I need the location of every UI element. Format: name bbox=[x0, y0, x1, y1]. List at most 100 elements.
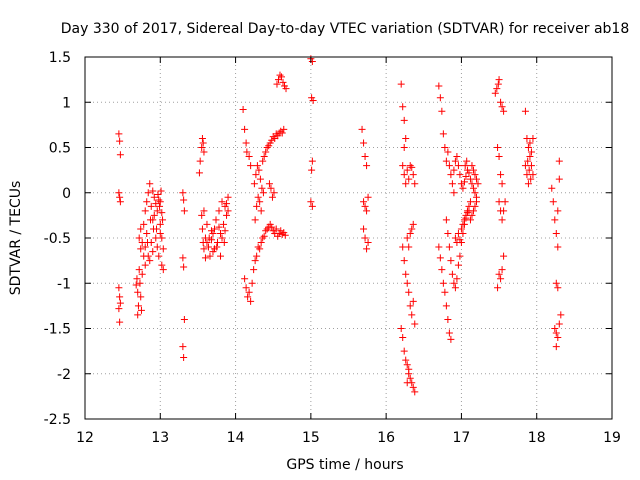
data-point bbox=[471, 189, 479, 197]
data-point bbox=[471, 202, 479, 210]
data-point bbox=[254, 243, 262, 251]
data-point bbox=[250, 266, 258, 274]
data-point bbox=[267, 184, 275, 192]
data-point bbox=[265, 180, 273, 188]
data-point bbox=[260, 153, 268, 161]
data-point bbox=[149, 248, 157, 256]
x-tick-label: 17 bbox=[453, 430, 471, 446]
data-point bbox=[220, 239, 228, 247]
data-point bbox=[445, 162, 453, 170]
data-point bbox=[554, 207, 562, 215]
data-point bbox=[463, 157, 471, 165]
data-point bbox=[133, 275, 141, 283]
data-point bbox=[144, 189, 152, 197]
data-point bbox=[307, 198, 315, 206]
data-point bbox=[217, 229, 225, 237]
data-point bbox=[454, 162, 462, 170]
data-point bbox=[308, 166, 316, 174]
data-point bbox=[435, 82, 443, 90]
data-point bbox=[402, 356, 410, 364]
data-point bbox=[199, 139, 207, 147]
data-point bbox=[309, 96, 317, 104]
y-tick-label: -1 bbox=[57, 276, 71, 292]
data-point bbox=[491, 89, 499, 97]
data-point bbox=[494, 80, 502, 88]
data-point bbox=[554, 284, 562, 292]
data-point bbox=[135, 234, 143, 242]
data-point bbox=[180, 207, 188, 215]
data-point bbox=[158, 261, 166, 269]
data-point bbox=[495, 76, 503, 84]
data-point bbox=[156, 202, 164, 210]
data-point bbox=[152, 234, 160, 242]
data-point bbox=[471, 171, 479, 179]
x-axis-label: GPS time / hours bbox=[286, 457, 403, 473]
x-tick-label: 18 bbox=[528, 430, 546, 446]
data-point bbox=[156, 198, 164, 206]
data-point bbox=[196, 157, 204, 165]
data-point bbox=[153, 207, 161, 215]
chart-title: Day 330 of 2017, Sidereal Day-to-day VTE… bbox=[61, 21, 630, 37]
data-point bbox=[137, 293, 145, 301]
data-point bbox=[497, 98, 505, 106]
data-point bbox=[146, 216, 154, 224]
data-point bbox=[268, 136, 276, 144]
data-point bbox=[280, 125, 288, 133]
data-point bbox=[205, 234, 213, 242]
data-point bbox=[555, 320, 563, 328]
data-point bbox=[143, 229, 151, 237]
data-point bbox=[207, 227, 215, 235]
data-point bbox=[218, 234, 226, 242]
data-point bbox=[555, 175, 563, 183]
data-point bbox=[195, 169, 203, 177]
data-point bbox=[497, 275, 505, 283]
data-point bbox=[498, 216, 506, 224]
data-point bbox=[472, 175, 480, 183]
data-point bbox=[134, 311, 142, 319]
data-point bbox=[218, 198, 226, 206]
data-point bbox=[465, 169, 473, 177]
data-point bbox=[250, 180, 258, 188]
data-point bbox=[469, 207, 477, 215]
data-point bbox=[200, 148, 208, 156]
data-point bbox=[224, 207, 232, 215]
data-point bbox=[456, 171, 464, 179]
data-point bbox=[257, 207, 265, 215]
data-point bbox=[253, 252, 261, 260]
data-point bbox=[469, 166, 477, 174]
data-point bbox=[143, 198, 151, 206]
data-point bbox=[411, 180, 419, 188]
data-point bbox=[409, 297, 417, 305]
data-point bbox=[363, 245, 371, 253]
data-point bbox=[448, 180, 456, 188]
data-point bbox=[468, 211, 476, 219]
data-point bbox=[258, 184, 266, 192]
data-point bbox=[557, 311, 565, 319]
data-point bbox=[450, 166, 458, 174]
data-point bbox=[153, 243, 161, 251]
data-point bbox=[549, 198, 557, 206]
data-point bbox=[263, 225, 271, 233]
y-tick-label: -2 bbox=[57, 367, 71, 383]
data-point bbox=[223, 200, 231, 208]
y-tick-label: -1.5 bbox=[44, 322, 71, 338]
data-point bbox=[248, 279, 256, 287]
data-point bbox=[134, 302, 142, 310]
data-point bbox=[132, 281, 140, 289]
data-point bbox=[256, 198, 264, 206]
data-point bbox=[447, 257, 455, 265]
data-point bbox=[116, 299, 124, 307]
data-point bbox=[445, 329, 453, 337]
data-point bbox=[308, 157, 316, 165]
data-point bbox=[462, 172, 470, 180]
data-point bbox=[279, 78, 287, 86]
data-point bbox=[256, 245, 264, 253]
data-point bbox=[206, 252, 214, 260]
data-point bbox=[399, 162, 407, 170]
data-point bbox=[203, 239, 211, 247]
data-point bbox=[272, 130, 280, 138]
data-point bbox=[254, 193, 262, 201]
data-point bbox=[198, 225, 206, 233]
data-point bbox=[411, 320, 419, 328]
data-point bbox=[210, 225, 218, 233]
